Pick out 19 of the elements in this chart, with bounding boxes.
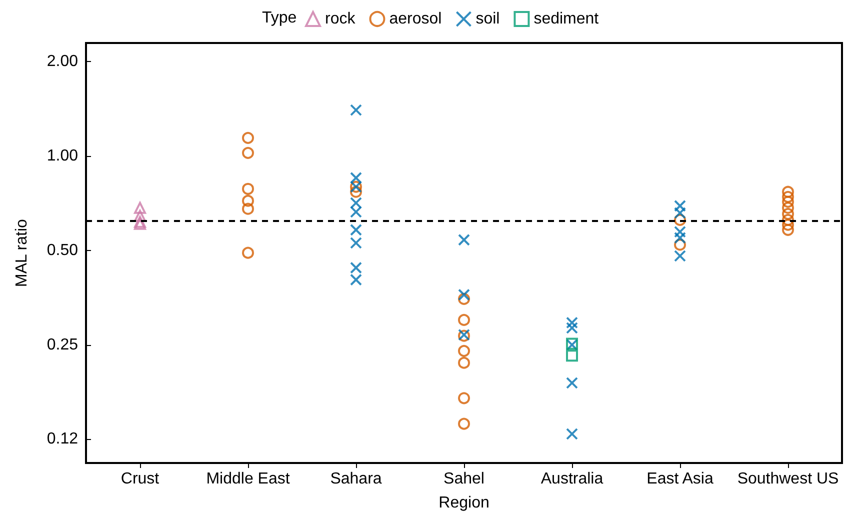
legend-label: rock xyxy=(325,10,356,28)
y-tick-label: 1.00 xyxy=(46,147,78,164)
legend-label: aerosol xyxy=(389,10,442,28)
x-tick-label: Crust xyxy=(120,470,160,488)
y-tick-label: 0.25 xyxy=(46,336,78,354)
x-tick-label: East Asia xyxy=(646,470,714,488)
x-tick-label: Sahel xyxy=(444,470,484,488)
y-tick-label: 0.50 xyxy=(46,242,78,259)
x-axis-title: Region xyxy=(438,494,490,512)
legend-label: soil xyxy=(476,10,500,28)
x-tick-label: Southwest US xyxy=(737,470,839,488)
legend-title: Type xyxy=(262,10,297,26)
legend-label: sediment xyxy=(534,10,600,28)
y-tick-label: 2.00 xyxy=(46,52,78,70)
y-tick-label: 0.12 xyxy=(46,430,78,448)
x-tick-label: Australia xyxy=(540,470,604,488)
y-axis-title: MAL ratio xyxy=(14,218,30,287)
x-tick-label: Sahara xyxy=(330,470,382,488)
x-tick-label: Middle East xyxy=(206,470,290,488)
